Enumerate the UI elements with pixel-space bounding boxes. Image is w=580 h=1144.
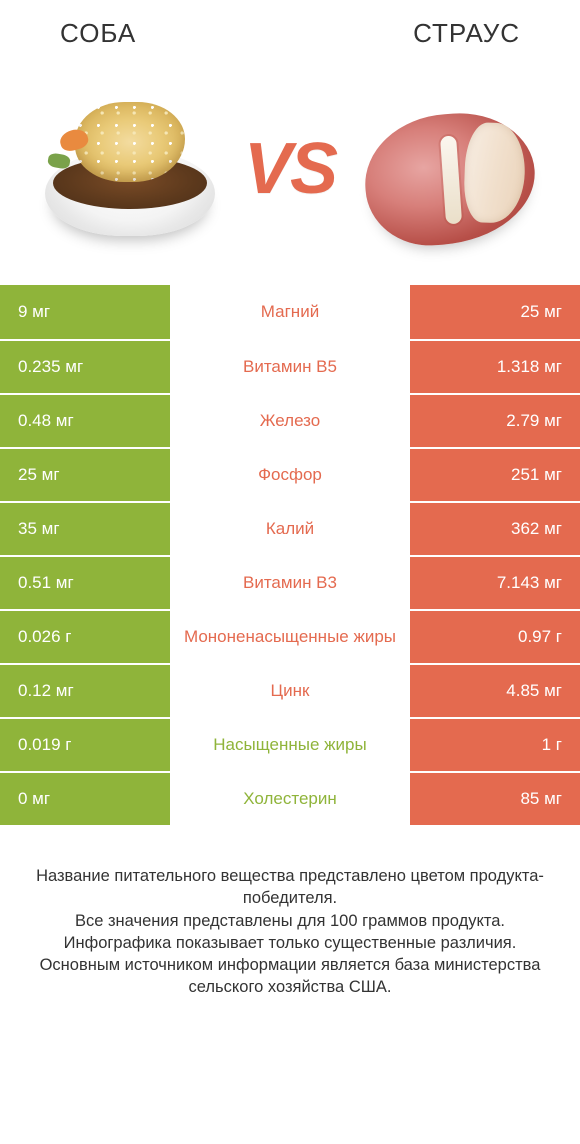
right-value: 362 мг <box>410 503 580 555</box>
left-value: 0.026 г <box>0 611 170 663</box>
hero-row: VS <box>0 49 580 279</box>
right-value: 1.318 мг <box>410 341 580 393</box>
left-value: 9 мг <box>0 285 170 339</box>
nutrient-name: Мононенасыщенные жиры <box>170 611 410 663</box>
table-row: 0.235 мгВитамин B51.318 мг <box>0 339 580 393</box>
nutrient-name: Железо <box>170 395 410 447</box>
left-value: 0 мг <box>0 773 170 825</box>
vs-label: VS <box>244 128 336 210</box>
left-value: 0.48 мг <box>0 395 170 447</box>
nutrient-name: Калий <box>170 503 410 555</box>
nutrient-name: Витамин B3 <box>170 557 410 609</box>
table-row: 0.12 мгЦинк4.85 мг <box>0 663 580 717</box>
left-product-image <box>30 84 230 254</box>
table-row: 0.026 гМононенасыщенные жиры0.97 г <box>0 609 580 663</box>
comparison-table: 9 мгМагний25 мг0.235 мгВитамин B51.318 м… <box>0 285 580 825</box>
right-value: 2.79 мг <box>410 395 580 447</box>
right-product-image <box>350 84 550 254</box>
right-value: 251 мг <box>410 449 580 501</box>
nutrient-name: Магний <box>170 285 410 339</box>
left-value: 0.019 г <box>0 719 170 771</box>
left-value: 0.235 мг <box>0 341 170 393</box>
table-row: 0.48 мгЖелезо2.79 мг <box>0 393 580 447</box>
table-row: 0.019 гНасыщенные жиры1 г <box>0 717 580 771</box>
right-value: 0.97 г <box>410 611 580 663</box>
nutrient-name: Холестерин <box>170 773 410 825</box>
left-value: 35 мг <box>0 503 170 555</box>
right-value: 25 мг <box>410 285 580 339</box>
right-value: 85 мг <box>410 773 580 825</box>
footnote: Название питательного вещества представл… <box>0 825 580 999</box>
nutrient-name: Цинк <box>170 665 410 717</box>
left-value: 0.12 мг <box>0 665 170 717</box>
table-row: 9 мгМагний25 мг <box>0 285 580 339</box>
nutrient-name: Насыщенные жиры <box>170 719 410 771</box>
table-row: 0 мгХолестерин85 мг <box>0 771 580 825</box>
right-value: 7.143 мг <box>410 557 580 609</box>
nutrient-name: Витамин B5 <box>170 341 410 393</box>
left-product-title: СОБА <box>60 18 136 49</box>
right-product-title: СТРАУС <box>413 18 520 49</box>
right-value: 4.85 мг <box>410 665 580 717</box>
left-value: 0.51 мг <box>0 557 170 609</box>
header: СОБА СТРАУС <box>0 0 580 49</box>
left-value: 25 мг <box>0 449 170 501</box>
table-row: 0.51 мгВитамин B37.143 мг <box>0 555 580 609</box>
right-value: 1 г <box>410 719 580 771</box>
table-row: 25 мгФосфор251 мг <box>0 447 580 501</box>
nutrient-name: Фосфор <box>170 449 410 501</box>
table-row: 35 мгКалий362 мг <box>0 501 580 555</box>
